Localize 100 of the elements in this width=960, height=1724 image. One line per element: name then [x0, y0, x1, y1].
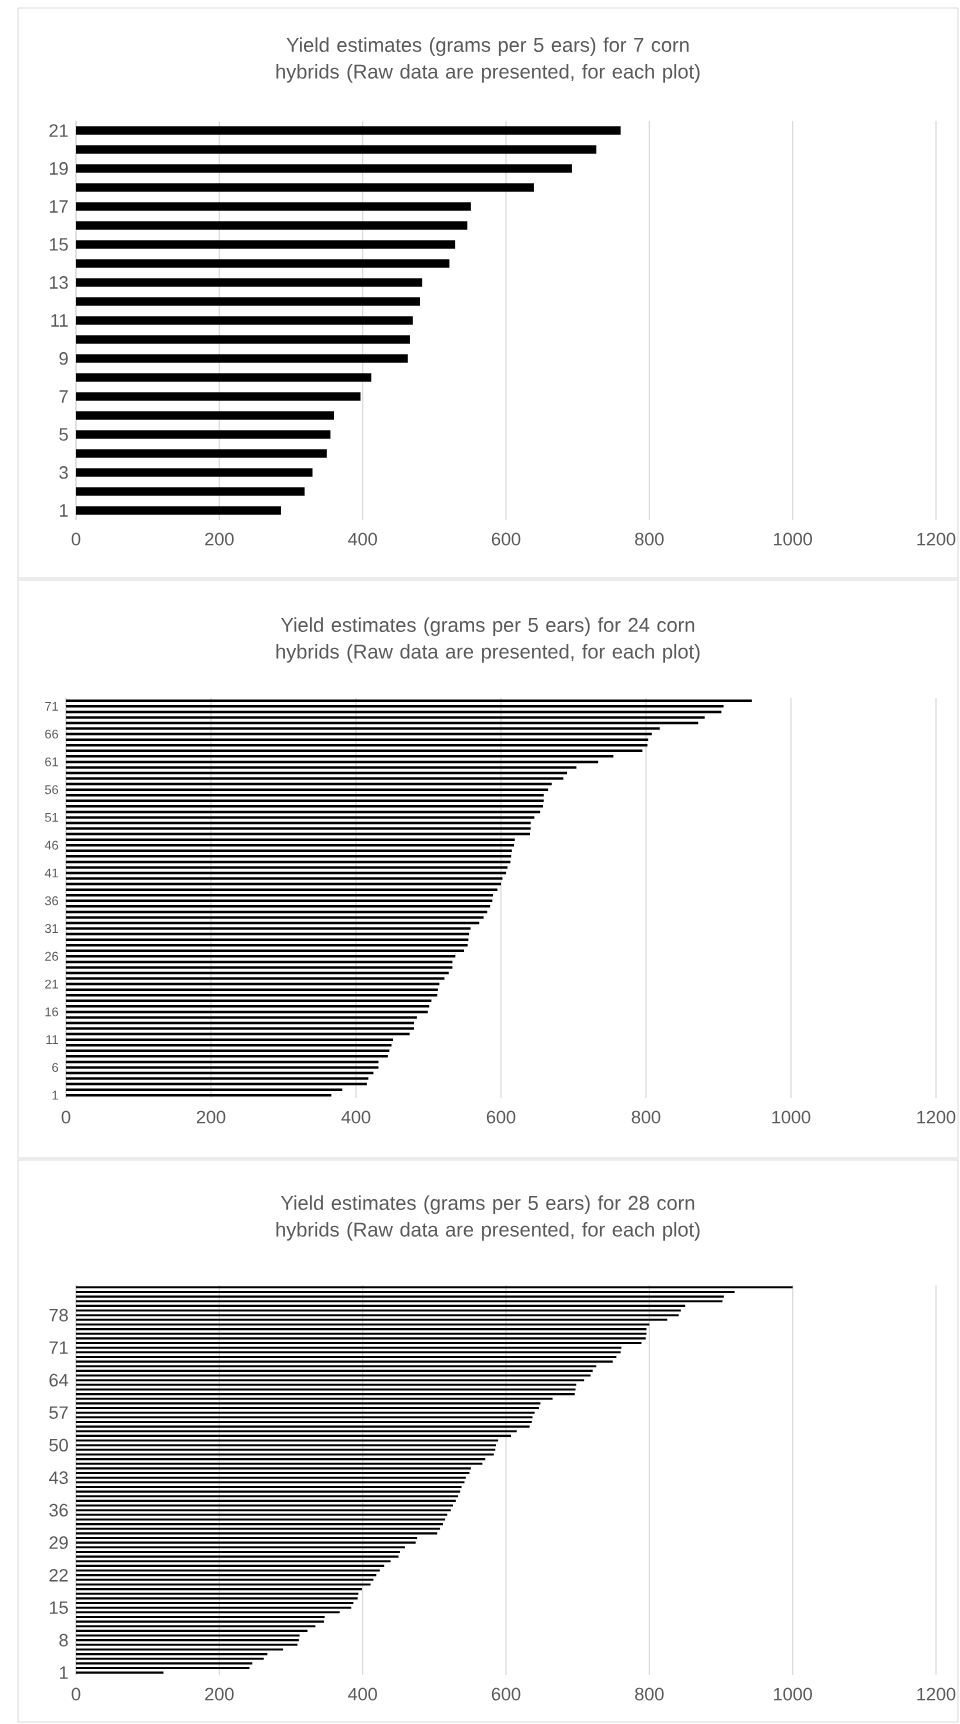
bar — [65, 916, 484, 919]
bar — [75, 1611, 340, 1614]
bar — [75, 1536, 417, 1540]
bar — [65, 955, 456, 958]
bar — [75, 373, 372, 382]
bar — [75, 1346, 622, 1349]
bar — [65, 988, 438, 991]
y-tick-label: 66 — [44, 729, 58, 739]
bar — [75, 1369, 593, 1372]
bar — [75, 1597, 358, 1600]
bar — [65, 905, 490, 908]
bar — [75, 1657, 264, 1660]
y-tick-label: 9 — [59, 352, 68, 365]
x-tick-label: 0 — [71, 532, 81, 546]
bar — [75, 1546, 405, 1549]
y-tick-label: 15 — [49, 238, 68, 251]
y-tick-label: 11 — [46, 1035, 58, 1045]
bar — [65, 855, 511, 858]
bar — [75, 145, 597, 154]
bar — [75, 1406, 539, 1410]
bar — [75, 1425, 530, 1428]
bar — [75, 1569, 380, 1572]
bar — [75, 1601, 354, 1605]
y-tick-label: 46 — [44, 840, 58, 850]
bar — [75, 1666, 250, 1670]
y-tick-label: 19 — [49, 162, 68, 175]
chart-title: Yield estimates (grams per 5 ears) for 24 corn hybrids (Raw data are presented, for each plot) — [276, 617, 700, 663]
y-tick-label: 3 — [59, 466, 68, 479]
bar — [75, 1374, 591, 1377]
bar — [75, 1295, 724, 1298]
bar — [75, 1397, 553, 1400]
bar — [75, 278, 422, 287]
x-tick-label: 600 — [491, 1687, 521, 1701]
bar — [75, 221, 468, 230]
bar — [65, 1077, 369, 1080]
bar — [75, 1481, 465, 1484]
y-tick-label: 61 — [44, 757, 58, 767]
bar — [65, 966, 453, 969]
bar — [75, 1290, 735, 1294]
y-tick-label: 22 — [49, 1568, 68, 1582]
bar — [65, 1055, 388, 1058]
bar — [65, 938, 469, 941]
bar — [75, 1337, 646, 1340]
bar — [75, 1355, 617, 1358]
x-tick-label: 0 — [71, 1687, 81, 1701]
x-tick-label: 400 — [347, 532, 377, 546]
bar — [75, 335, 410, 344]
x-tick-label: 800 — [634, 1687, 664, 1701]
bar — [75, 1615, 325, 1618]
bar — [75, 1532, 437, 1535]
bar — [75, 1420, 532, 1423]
bar — [75, 1578, 374, 1581]
bar — [75, 1490, 460, 1493]
bar — [75, 1458, 485, 1461]
bar — [75, 1648, 283, 1651]
bar — [75, 392, 361, 401]
bar — [65, 755, 614, 758]
y-tick-label: 21 — [44, 979, 58, 989]
y-tick-label: 1 — [59, 1666, 68, 1679]
bar — [65, 888, 498, 891]
y-tick-label: 16 — [45, 1007, 58, 1017]
bar — [75, 487, 305, 496]
y-tick-label: 26 — [44, 951, 58, 961]
bar — [75, 126, 621, 135]
bar — [75, 1620, 324, 1623]
bar — [75, 411, 334, 420]
y-tick-label: 57 — [49, 1406, 68, 1419]
bar — [65, 1027, 414, 1030]
bar — [65, 977, 445, 980]
x-tick-label: 800 — [631, 1110, 661, 1124]
bar — [75, 1606, 351, 1609]
bar — [75, 1453, 494, 1456]
bar — [65, 705, 724, 708]
y-tick-label: 13 — [49, 276, 68, 289]
y-tick-label: 7 — [59, 390, 68, 403]
bar — [75, 183, 534, 192]
y-tick-label: 1 — [59, 504, 68, 517]
bar — [75, 1462, 483, 1465]
bar — [75, 1328, 647, 1331]
bar — [75, 1629, 308, 1632]
bar — [75, 1639, 299, 1642]
bar — [75, 1555, 399, 1558]
bar — [75, 1332, 647, 1335]
bar — [75, 354, 408, 363]
bar — [75, 1485, 462, 1488]
bar — [75, 1653, 268, 1656]
bar — [75, 1509, 451, 1512]
y-tick-label: 8 — [59, 1633, 68, 1647]
bar — [75, 1471, 470, 1475]
x-tick-label: 1000 — [773, 1687, 812, 1701]
x-tick-label: 200 — [205, 1687, 234, 1701]
bar — [75, 449, 327, 458]
bar — [75, 1351, 621, 1354]
bar — [75, 1523, 443, 1526]
bar — [75, 1625, 316, 1628]
bar — [65, 816, 535, 819]
bar — [65, 1038, 393, 1041]
bar — [75, 1416, 533, 1419]
bar — [75, 468, 313, 477]
bar — [65, 805, 543, 808]
